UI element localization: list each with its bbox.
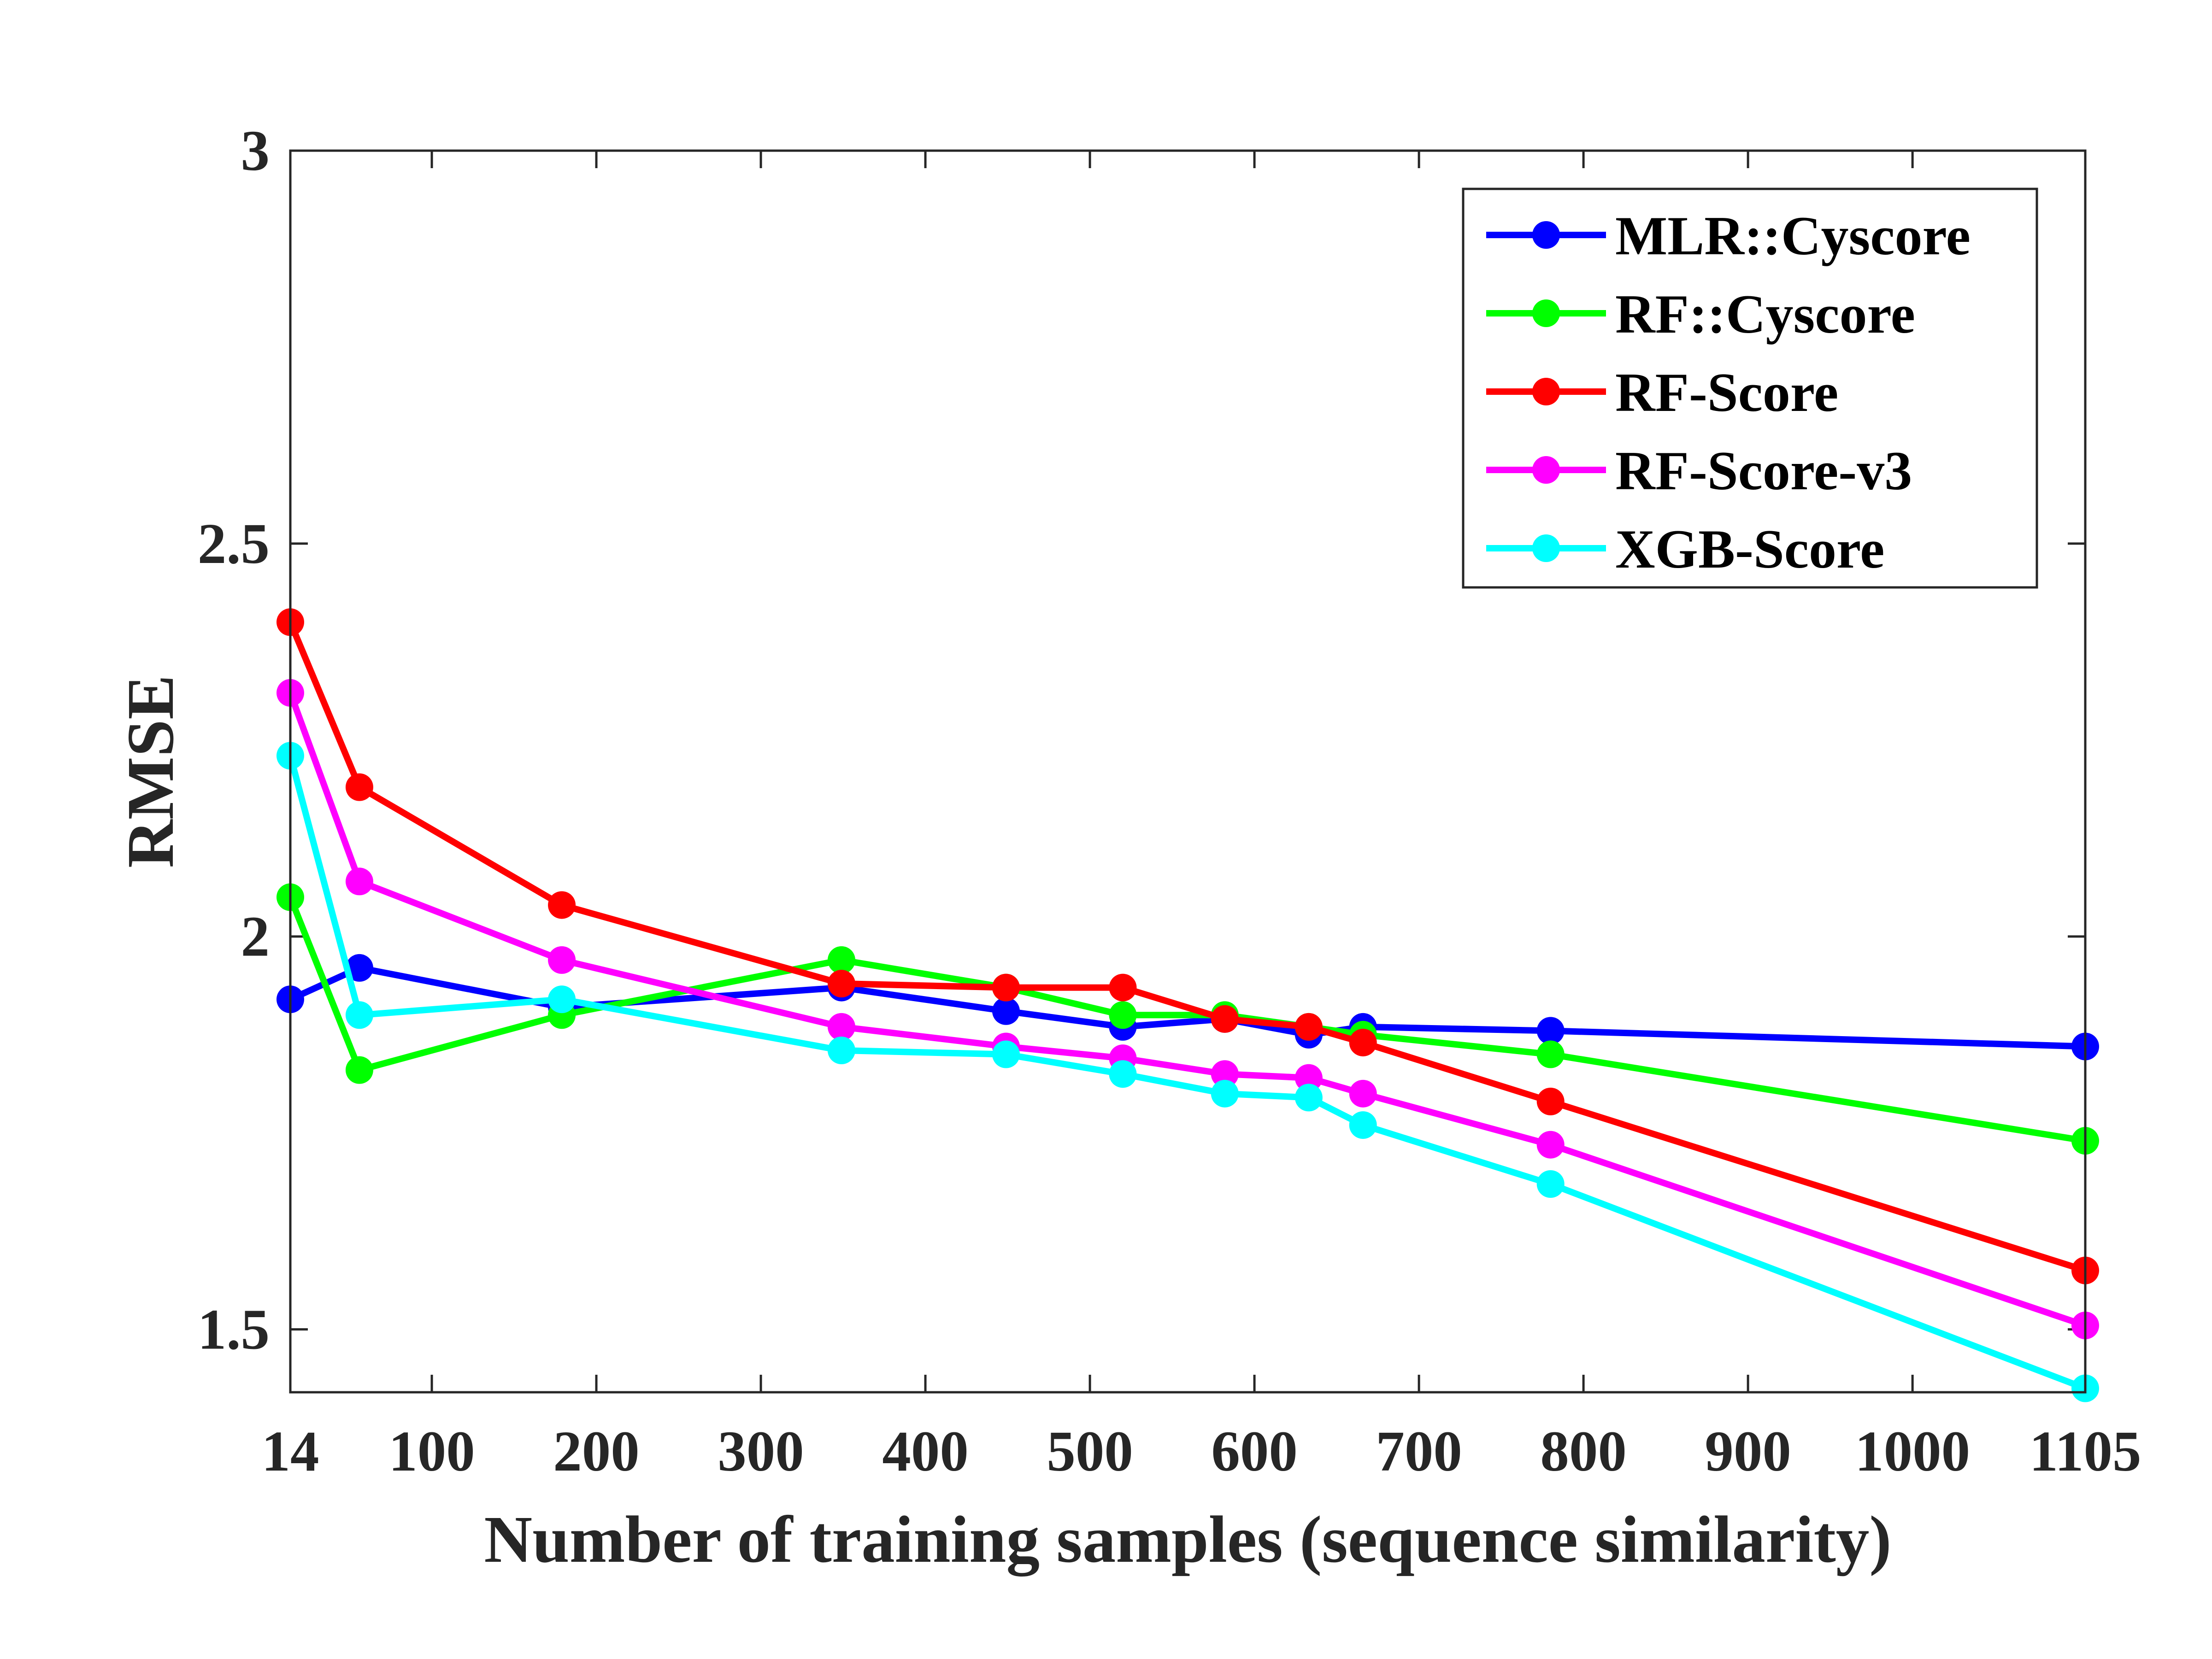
plot-frame bbox=[289, 149, 2087, 1394]
data-point bbox=[992, 997, 1020, 1025]
y-tick-label: 2 bbox=[241, 905, 270, 969]
legend-marker bbox=[1532, 456, 1560, 484]
x-tick-label: 600 bbox=[1211, 1420, 1298, 1483]
data-point bbox=[1109, 1001, 1137, 1029]
data-point bbox=[1294, 1084, 1323, 1112]
data-point bbox=[345, 868, 373, 896]
y-tick-label: 1.5 bbox=[198, 1298, 270, 1362]
y-tick-label: 2.5 bbox=[198, 512, 270, 576]
legend-marker bbox=[1532, 378, 1560, 405]
legend-label: MLR::Cyscore bbox=[1615, 205, 1971, 266]
data-point bbox=[345, 773, 373, 801]
data-point bbox=[1211, 1060, 1239, 1088]
legend-marker bbox=[1532, 221, 1560, 249]
legend-label: RF-Score bbox=[1615, 362, 1838, 423]
data-point bbox=[345, 954, 373, 982]
legend-marker bbox=[1532, 299, 1560, 327]
data-point bbox=[345, 1056, 373, 1084]
y-tick-labels: 1.5 2 2.5 3 bbox=[198, 119, 270, 1362]
data-point bbox=[548, 891, 576, 919]
x-tick-label: 800 bbox=[1540, 1420, 1627, 1483]
data-point bbox=[827, 1037, 855, 1065]
data-point bbox=[1349, 1079, 1377, 1108]
x-tick-label: 1105 bbox=[2029, 1420, 2141, 1483]
data-point bbox=[1536, 1087, 1565, 1115]
x-axis-title: Number of training samples (sequence sim… bbox=[484, 1503, 1891, 1577]
x-tick-label: 100 bbox=[388, 1420, 475, 1483]
data-point bbox=[992, 973, 1020, 1002]
data-point bbox=[1349, 1111, 1377, 1139]
data-point bbox=[827, 970, 855, 998]
y-tick-label: 3 bbox=[241, 119, 270, 183]
data-point bbox=[345, 1001, 373, 1029]
x-tick-label: 400 bbox=[882, 1420, 969, 1483]
data-point bbox=[1536, 1017, 1565, 1045]
data-point bbox=[1294, 1013, 1323, 1041]
x-tick-label: 500 bbox=[1047, 1420, 1133, 1483]
data-point bbox=[548, 985, 576, 1014]
data-point bbox=[1294, 1064, 1323, 1092]
data-point bbox=[827, 946, 855, 974]
x-tick-label: 14 bbox=[262, 1420, 319, 1483]
x-tick-label: 900 bbox=[1705, 1420, 1791, 1483]
data-point bbox=[1211, 1079, 1239, 1108]
legend-label: RF-Score-v3 bbox=[1615, 440, 1912, 501]
x-tick-label: 1000 bbox=[1855, 1420, 1970, 1483]
data-point bbox=[1211, 1005, 1239, 1033]
data-point bbox=[1109, 1060, 1137, 1088]
legend-marker bbox=[1532, 534, 1560, 562]
x-tick-label: 700 bbox=[1376, 1420, 1462, 1483]
data-point bbox=[1536, 1170, 1565, 1198]
x-tick-label: 200 bbox=[553, 1420, 640, 1483]
legend-label: XGB-Score bbox=[1615, 518, 1884, 580]
data-point bbox=[1536, 1131, 1565, 1159]
data-point bbox=[1109, 973, 1137, 1002]
x-tick-labels: 14 100 200 300 400 500 600 700 800 900 1000 1105 bbox=[262, 1420, 2141, 1483]
data-point bbox=[992, 1040, 1020, 1068]
axis-ticks bbox=[289, 149, 2087, 1392]
data-point bbox=[1536, 1040, 1565, 1068]
data-point bbox=[1349, 1028, 1377, 1056]
data-point bbox=[827, 1013, 855, 1041]
data-point bbox=[548, 946, 576, 974]
series-group bbox=[276, 608, 2099, 1402]
legend: MLR::CyscoreRF::CyscoreRF-ScoreRF-Score-… bbox=[1462, 188, 2038, 589]
y-axis-title: RMSE bbox=[114, 675, 188, 868]
x-tick-label: 300 bbox=[718, 1420, 804, 1483]
legend-label: RF::Cyscore bbox=[1615, 283, 1915, 345]
